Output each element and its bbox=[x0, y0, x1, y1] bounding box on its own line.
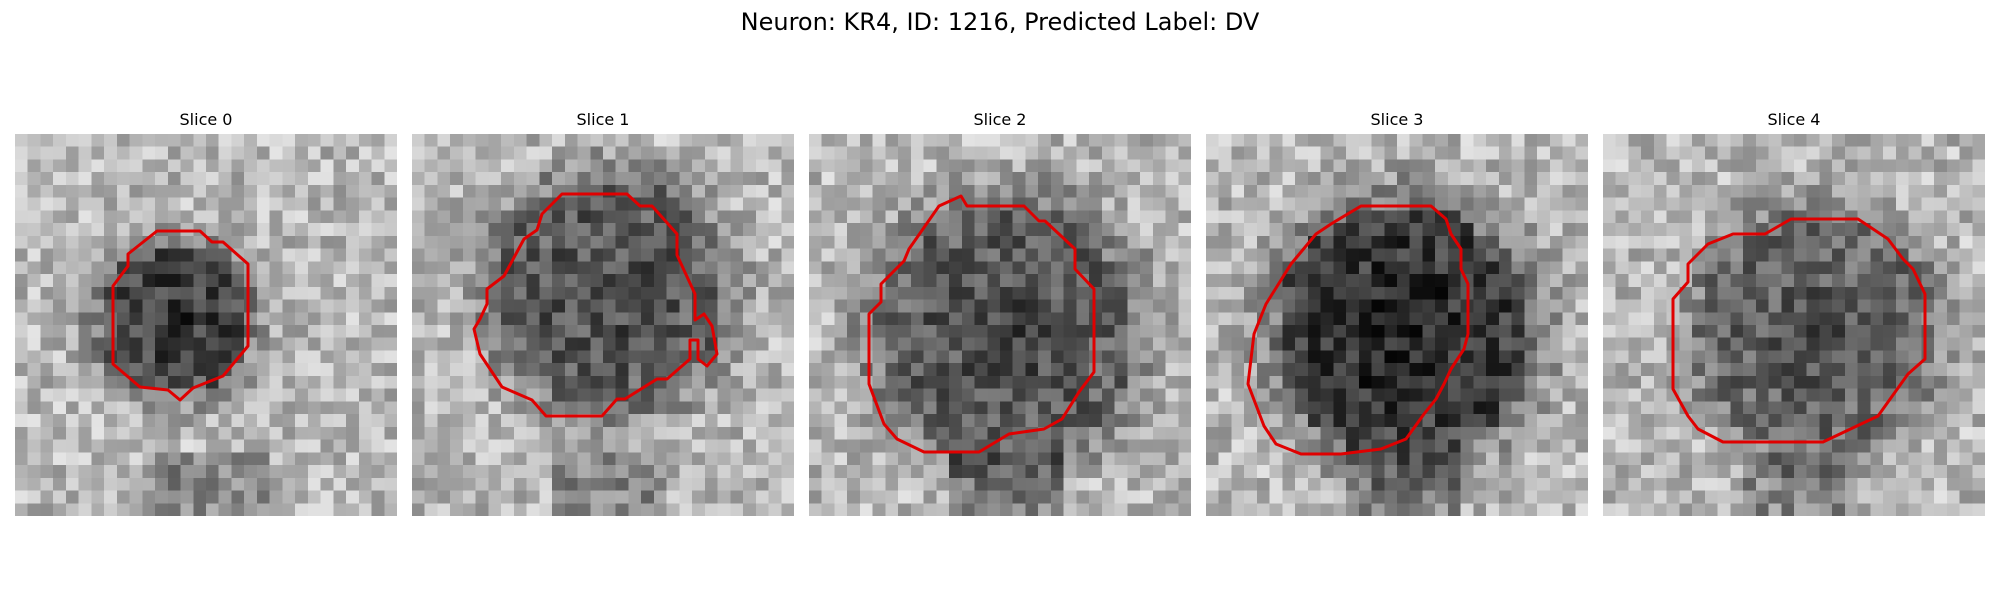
slice-1-title: Slice 1 bbox=[576, 110, 630, 129]
slice-4-title: Slice 4 bbox=[1767, 110, 1821, 129]
slice-0-title: Slice 0 bbox=[179, 110, 233, 129]
slice-2-contour bbox=[867, 194, 1096, 454]
slice-0-image bbox=[15, 134, 397, 516]
slice-3-contour bbox=[1246, 204, 1470, 456]
slice-3-title: Slice 3 bbox=[1370, 110, 1424, 129]
slice-2-image bbox=[809, 134, 1191, 516]
slice-3-image bbox=[1206, 134, 1588, 516]
slice-1-contour bbox=[472, 192, 719, 418]
slice-2-title: Slice 2 bbox=[973, 110, 1027, 129]
slice-4-contour bbox=[1671, 217, 1927, 444]
slice-4-image bbox=[1603, 134, 1985, 516]
figure-title: Neuron: KR4, ID: 1216, Predicted Label: … bbox=[740, 8, 1260, 36]
slice-0-contour bbox=[111, 229, 250, 402]
